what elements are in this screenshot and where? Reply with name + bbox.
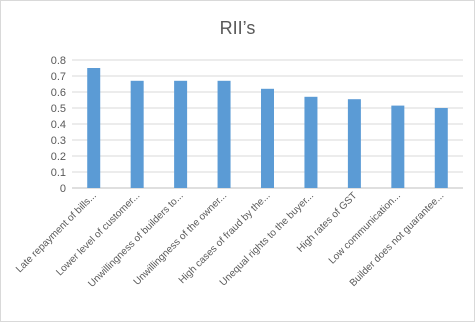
x-category-label: High cases of fraud by the... — [177, 190, 273, 286]
bar — [87, 68, 101, 188]
y-tick-label: 0.3 — [51, 135, 66, 147]
y-tick-label: 0.1 — [51, 167, 66, 179]
x-category-label: Builder does not guarantee... — [348, 190, 447, 289]
x-category-label: Late repayment of bills... — [14, 190, 99, 275]
y-tick-label: 0 — [60, 183, 66, 195]
x-category-label: Lower level of customer... — [54, 190, 142, 278]
bar — [217, 80, 231, 188]
bar — [434, 108, 448, 188]
bar — [391, 105, 405, 188]
bars — [87, 68, 448, 188]
y-tick-label: 0.6 — [51, 87, 66, 99]
y-tick-label: 0.7 — [51, 71, 66, 83]
x-axis-labels: Late repayment of bills...Lower level of… — [14, 190, 446, 289]
bar — [304, 96, 318, 188]
bar — [174, 80, 188, 188]
bar — [347, 99, 361, 188]
chart-title: RII’s — [219, 18, 256, 38]
y-tick-label: 0.5 — [51, 103, 66, 115]
y-tick-label: 0.2 — [51, 151, 66, 163]
y-tick-label: 0.4 — [51, 119, 66, 131]
bar — [261, 88, 274, 188]
y-axis-ticks: 0 0.1 0.2 0.3 0.4 0.5 0.6 0.7 0.8 — [51, 55, 66, 195]
y-tick-label: 0.8 — [51, 55, 66, 67]
x-category-label: Unwillingness of the owner... — [132, 190, 229, 287]
x-category-label: Low communication... — [327, 190, 403, 266]
bar — [130, 80, 144, 188]
